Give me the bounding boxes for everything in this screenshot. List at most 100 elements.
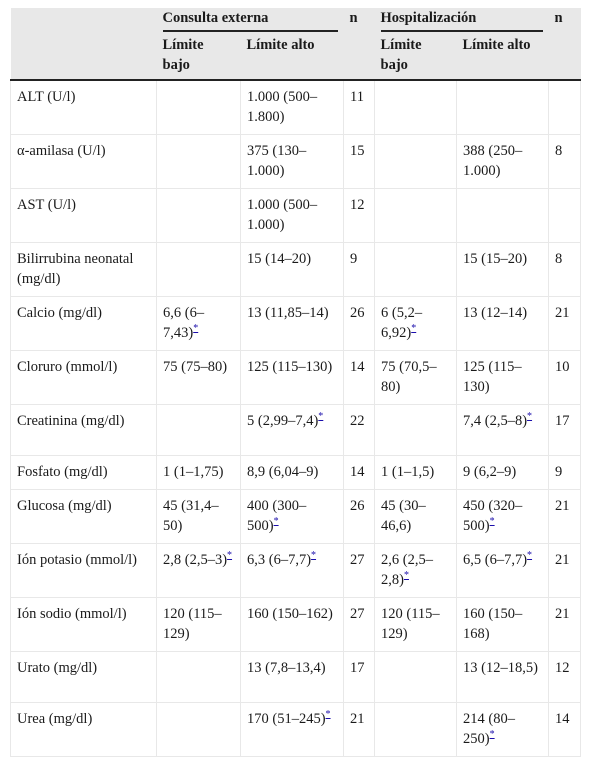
hosp-limite-alto: 160 (150–168) bbox=[463, 606, 523, 642]
analyte-name: Calcio (mg/dl) bbox=[17, 305, 102, 321]
consulta-limite-alto-cell: 8,9 (6,04–9) bbox=[240, 455, 344, 490]
table-row: Creatinina (mg/dl) 5 (2,99–7,4)* 22 7,4 (2,… bbox=[10, 404, 581, 456]
table-row: Fosfato (mg/dl) 1 (1–1,75) 8,9 (6,04–9) 14 1… bbox=[10, 455, 581, 490]
consulta-n-cell: 15 bbox=[343, 134, 375, 189]
hosp-n-cell: 10 bbox=[548, 350, 581, 405]
analyte-name-cell: Fosfato (mg/dl) bbox=[10, 455, 157, 490]
hosp-limite-alto-cell: 125 (115–130) bbox=[456, 350, 549, 405]
analyte-name-cell: ALT (U/l) bbox=[10, 80, 157, 135]
header-group-consulta-externa: Consulta externa bbox=[156, 8, 344, 34]
consulta-limite-alto: 125 (115–130) bbox=[247, 359, 333, 375]
consulta-limite-bajo-cell: 120 (115–129) bbox=[156, 597, 241, 652]
header-limite-alto-h: Límite alto bbox=[456, 34, 549, 81]
hosp-limite-bajo-cell bbox=[374, 242, 457, 297]
consulta-n: 9 bbox=[350, 251, 358, 267]
table-row: ALT (U/l) 1.000 (500–1.800) 11 bbox=[10, 80, 581, 135]
consulta-n-cell: 26 bbox=[343, 296, 375, 351]
header-group-label: Hospitalización bbox=[380, 8, 543, 32]
consulta-n: 21 bbox=[350, 711, 365, 727]
analyte-name-cell: α-amilasa (U/l) bbox=[10, 134, 157, 189]
consulta-limite-alto: 8,9 (6,04–9) bbox=[247, 464, 319, 480]
consulta-n-cell: 17 bbox=[343, 651, 375, 703]
hosp-limite-alto-cell: 7,4 (2,5–8)* bbox=[456, 404, 549, 456]
consulta-limite-bajo: 6,6 (6–7,43) bbox=[163, 305, 205, 341]
hosp-n: 21 bbox=[555, 498, 570, 514]
hosp-limite-bajo: 45 (30–46,6) bbox=[381, 498, 426, 534]
hosp-limite-alto: 7,4 (2,5–8) bbox=[463, 413, 528, 429]
consulta-limite-bajo-cell: 1 (1–1,75) bbox=[156, 455, 241, 490]
footnote-link[interactable]: * bbox=[318, 411, 324, 423]
footnote-link[interactable]: * bbox=[227, 550, 233, 562]
consulta-limite-alto-cell: 160 (150–162) bbox=[240, 597, 344, 652]
footnote-link[interactable]: * bbox=[403, 570, 409, 582]
hosp-n-cell bbox=[548, 80, 581, 135]
hosp-n: 21 bbox=[555, 552, 570, 568]
hosp-limite-bajo-cell: 45 (30–46,6) bbox=[374, 489, 457, 544]
consulta-n-cell: 22 bbox=[343, 404, 375, 456]
hosp-n: 21 bbox=[555, 606, 570, 622]
hosp-limite-alto-cell: 450 (320–500)* bbox=[456, 489, 549, 544]
consulta-limite-alto: 6,3 (6–7,7) bbox=[247, 552, 312, 568]
consulta-n: 22 bbox=[350, 413, 365, 429]
analyte-name: Creatinina (mg/dl) bbox=[17, 413, 125, 429]
consulta-limite-alto-cell: 5 (2,99–7,4)* bbox=[240, 404, 344, 456]
analyte-name: Fosfato (mg/dl) bbox=[17, 464, 108, 480]
header-empty-sub bbox=[10, 34, 157, 81]
consulta-n: 14 bbox=[350, 464, 365, 480]
hosp-n-cell: 21 bbox=[548, 296, 581, 351]
consulta-n: 12 bbox=[350, 197, 365, 213]
hosp-n-cell: 17 bbox=[548, 404, 581, 456]
hosp-n: 8 bbox=[555, 251, 563, 267]
consulta-n: 27 bbox=[350, 606, 365, 622]
hosp-limite-bajo-cell: 120 (115–129) bbox=[374, 597, 457, 652]
header-group-hospitalizacion: Hospitalización bbox=[374, 8, 549, 34]
table-row: Urato (mg/dl) 13 (7,8–13,4) 17 13 (12–18,5)… bbox=[10, 651, 581, 703]
analyte-name: α-amilasa (U/l) bbox=[17, 143, 106, 159]
footnote-link[interactable]: * bbox=[489, 516, 495, 528]
footnote-link[interactable]: * bbox=[311, 550, 317, 562]
header-n-sub-ce bbox=[343, 34, 375, 81]
consulta-n: 15 bbox=[350, 143, 365, 159]
hosp-n: 17 bbox=[555, 413, 570, 429]
analyte-name-cell: AST (U/l) bbox=[10, 188, 157, 243]
consulta-limite-alto: 5 (2,99–7,4) bbox=[247, 413, 319, 429]
consulta-n: 11 bbox=[350, 89, 364, 105]
consulta-limite-alto: 170 (51–245) bbox=[247, 711, 326, 727]
consulta-n-cell: 9 bbox=[343, 242, 375, 297]
consulta-n-cell: 21 bbox=[343, 702, 375, 757]
table-header: Consulta externa n Hospitalización n Lím… bbox=[10, 8, 581, 81]
footnote-link[interactable]: * bbox=[489, 729, 495, 741]
table-body: ALT (U/l) 1.000 (500–1.800) 11 α-amilasa (U… bbox=[10, 80, 581, 757]
footnote-link[interactable]: * bbox=[527, 411, 533, 423]
footnote-link[interactable]: * bbox=[527, 550, 533, 562]
consulta-n: 26 bbox=[350, 498, 365, 514]
consulta-limite-alto-cell: 1.000 (500–1.000) bbox=[240, 188, 344, 243]
table-row: Bilirrubina neonatal (mg/dl) 15 (14–20) 9 1… bbox=[10, 242, 581, 297]
hosp-limite-alto-cell: 214 (80–250)* bbox=[456, 702, 549, 757]
analyte-name: Urato (mg/dl) bbox=[17, 660, 98, 676]
header-limite-alto-ce: Límite alto bbox=[240, 34, 344, 81]
footnote-link[interactable]: * bbox=[325, 709, 331, 721]
footnote-link[interactable]: * bbox=[411, 323, 417, 335]
consulta-n-cell: 14 bbox=[343, 350, 375, 405]
analyte-name-cell: Glucosa (mg/dl) bbox=[10, 489, 157, 544]
footnote-link[interactable]: * bbox=[193, 323, 199, 335]
hosp-limite-alto: 6,5 (6–7,7) bbox=[463, 552, 528, 568]
footnote-link[interactable]: * bbox=[273, 516, 279, 528]
consulta-limite-alto: 400 (300–500) bbox=[247, 498, 307, 534]
analyte-name: Ión sodio (mmol/l) bbox=[17, 606, 127, 622]
hosp-limite-bajo-cell: 2,6 (2,5–2,8)* bbox=[374, 543, 457, 598]
consulta-limite-bajo-cell bbox=[156, 188, 241, 243]
consulta-limite-bajo: 1 (1–1,75) bbox=[163, 464, 224, 480]
hosp-limite-alto: 450 (320–500) bbox=[463, 498, 523, 534]
consulta-n-cell: 12 bbox=[343, 188, 375, 243]
table-row: α-amilasa (U/l) 375 (130–1.000) 15 388 (250… bbox=[10, 134, 581, 189]
consulta-limite-bajo-cell bbox=[156, 404, 241, 456]
consulta-limite-alto: 375 (130–1.000) bbox=[247, 143, 307, 179]
hosp-limite-alto-cell: 13 (12–18,5) bbox=[456, 651, 549, 703]
analyte-name: Cloruro (mmol/l) bbox=[17, 359, 118, 375]
consulta-n: 14 bbox=[350, 359, 365, 375]
consulta-limite-alto-cell: 1.000 (500–1.800) bbox=[240, 80, 344, 135]
hosp-n-cell: 21 bbox=[548, 543, 581, 598]
